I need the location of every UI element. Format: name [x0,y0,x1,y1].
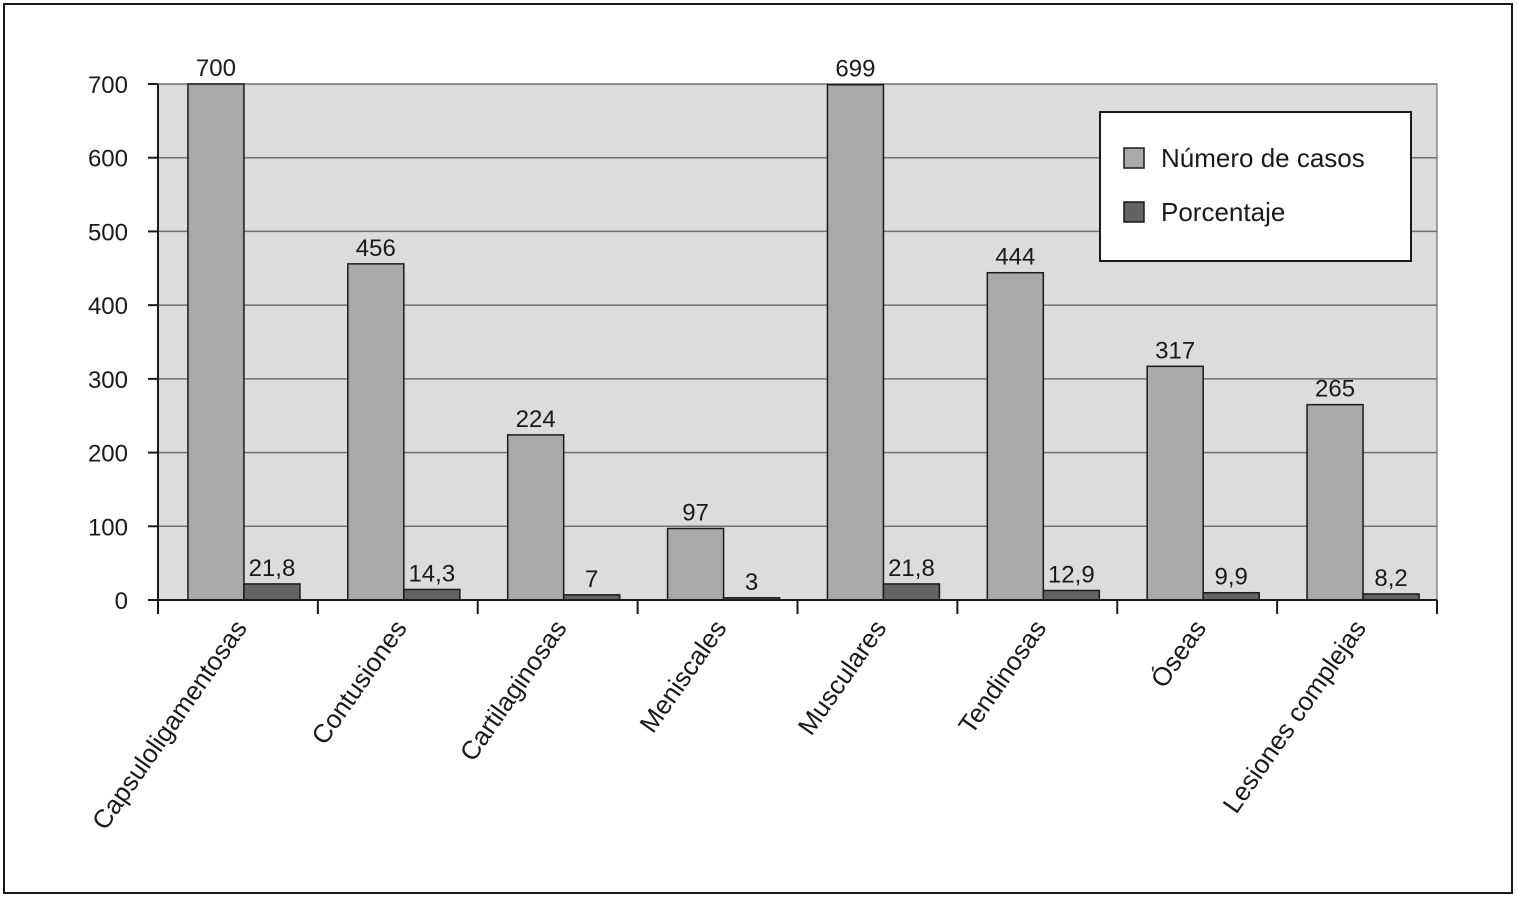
axes [148,83,1438,614]
x-category-labels: Capsuloligamentosas Contusiones Cartilagin… [86,614,1372,835]
data-label-porcentaje-6: 9,9 [1215,564,1248,591]
data-label-casos-7: 265 [1315,376,1355,403]
y-tick-label-300: 300 [88,367,128,394]
data-label-porcentaje-0: 21,8 [249,555,296,582]
bar-casos-0 [187,83,245,601]
x-category-label-3: Meniscales [633,614,732,738]
legend: Número de casos Porcentaje [1099,111,1412,262]
data-label-porcentaje-7: 8,2 [1374,565,1407,592]
bar-porcentaje-4 [882,583,941,601]
bar-porcentaje-1 [403,588,461,601]
bar-porcentaje-6 [1202,591,1260,601]
y-tick-label-600: 600 [88,146,128,173]
bar-casos-5 [986,271,1045,601]
x-category-label-5: Tendinosas [952,614,1052,739]
legend-label-numero-de-casos: Número de casos [1161,143,1365,173]
data-label-porcentaje-2: 7 [585,566,598,593]
data-label-casos-2: 224 [516,406,556,433]
legend-swatch-numero-de-casos [1123,147,1145,169]
legend-label-porcentaje: Porcentaje [1161,197,1285,227]
x-category-label-4: Musculares [792,614,893,740]
y-tick-label-400: 400 [88,293,128,320]
data-label-porcentaje-3: 3 [745,569,758,596]
y-tick-labels: 0 100 200 300 400 500 600 700 [88,72,128,615]
x-category-label-1: Contusiones [305,614,412,750]
bar-casos-2 [506,434,565,601]
figure-frame [3,3,1513,894]
bar-casos-1 [347,263,405,601]
data-label-casos-0: 700 [196,55,236,82]
bar-porcentaje-0 [243,583,301,601]
x-category-label-2: Cartilaginosas [454,614,573,766]
y-tick-label-100: 100 [88,514,128,541]
data-label-casos-3: 97 [682,499,709,526]
bar-casos-6 [1146,365,1204,601]
data-label-porcentaje-5: 12,9 [1048,561,1095,588]
bar-casos-4 [826,83,885,601]
data-label-casos-6: 317 [1155,337,1195,364]
data-label-porcentaje-4: 21,8 [888,555,935,582]
data-label-porcentaje-1: 14,3 [408,560,455,587]
x-category-label-7: Lesiones complejas [1216,614,1372,818]
data-labels: 700 21,8 456 14,3 224 7 97 3 699 21,8 444 12,9 317 9,… [196,55,1408,596]
bar-casos-3 [666,527,725,601]
data-label-casos-1: 456 [356,235,396,262]
bar-casos-7 [1306,403,1364,601]
y-tick-label-700: 700 [88,72,128,99]
legend-box [1099,111,1412,262]
bar-porcentaje-5 [1042,589,1101,601]
data-label-casos-4: 699 [835,56,875,83]
x-category-label-6: Óseas [1144,614,1212,693]
bars [187,83,1420,601]
y-tick-label-200: 200 [88,441,128,468]
x-category-label-0: Capsuloligamentosas [86,614,253,835]
y-tick-label-0: 0 [115,588,128,615]
data-label-casos-5: 444 [995,244,1035,271]
legend-swatch-porcentaje [1123,201,1145,223]
y-tick-label-500: 500 [88,219,128,246]
